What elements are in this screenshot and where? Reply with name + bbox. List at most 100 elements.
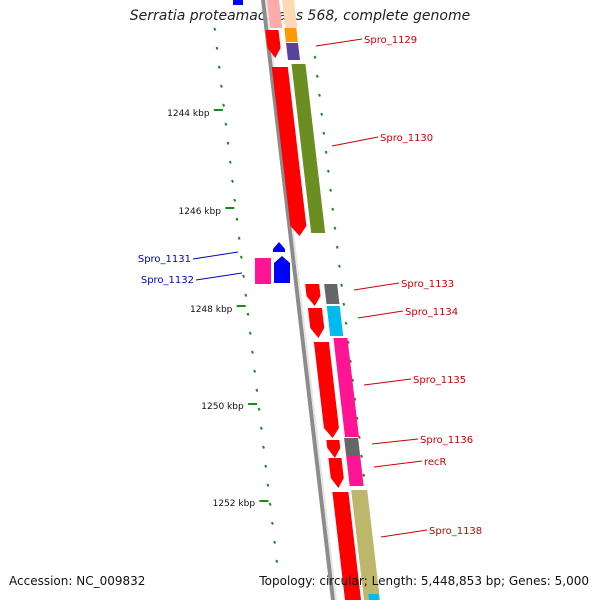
gene-spro-1129-cog [284,28,298,42]
tick-outer [342,302,346,306]
leader-line [331,136,379,147]
tick-inner [235,217,239,221]
tick-inner [251,350,254,354]
tick-outer [362,473,366,477]
tick-outer [326,169,330,173]
cog-faded [282,0,298,28]
tick-outer [331,207,335,211]
tick-inner [215,46,219,50]
features [233,0,380,600]
tick-inner [222,103,226,107]
gene-spro-1135-cog [333,338,359,437]
gene-spro-1135-cds [313,342,339,438]
tick-inner [226,141,230,145]
gene-recr-cds [328,458,344,488]
gene-label[interactable]: Spro_1133 [401,279,454,290]
tick-outer [313,55,317,59]
gene-label[interactable]: Spro_1136 [420,435,473,446]
tick-marks [213,27,375,563]
gene-spro-1136-cog [344,438,361,456]
gene-label[interactable]: Spro_1135 [413,375,466,386]
tick-inner [231,179,234,183]
gene-spro-1129-cog-2 [286,43,300,60]
leader-line [192,251,239,260]
tick-inner [217,65,221,69]
tick-outer [346,340,350,344]
gene-labels[interactable]: Spro_1129 Spro_1130 Spro_1133 Spro_1134 Spro… [138,35,482,538]
gene-label[interactable]: recR [424,457,447,468]
tick-outer [357,435,361,439]
tick-outer [322,131,326,135]
tick-inner [275,559,279,563]
gene-label[interactable]: Spro_1129 [364,35,417,46]
tick-inner [228,160,232,164]
leader-line [371,438,419,445]
tick-inner [259,426,263,430]
kbp-labels: 1244 kbp 1246 kbp 1248 kbp 1250 kbp 1252 kbp [167,109,255,509]
tick-inner [266,483,270,487]
backbone-line [260,0,336,600]
leader-line [363,378,412,386]
tick-outer [324,150,328,154]
tick-inner [257,407,261,411]
tick-inner [239,255,243,259]
tick-inner [264,464,268,468]
leader-line [380,529,428,538]
leader-line [195,272,243,281]
gene-spro-1131-cog [255,258,271,284]
gene-spro-1136-cds [326,440,341,458]
tick-inner [246,312,250,316]
gene-label[interactable]: Spro_1138 [429,526,482,537]
tick-outer [335,245,339,249]
gene-label[interactable]: Spro_1134 [405,307,458,318]
tick-inner [253,369,257,373]
tick-outer [355,416,359,420]
tick-inner [255,388,259,392]
gene-label[interactable]: Spro_1131 [138,254,191,265]
tick-outer [329,188,332,192]
genome-info-label: Topology: circular; Length: 5,448,853 bp… [259,574,589,588]
kbp-label: 1252 kbp [213,499,256,509]
tick-inner [248,331,252,335]
tick-outer [349,359,352,363]
tick-inner [213,27,217,31]
tick-outer [340,283,344,287]
kbp-label: 1246 kbp [179,207,222,217]
tick-inner [262,445,265,449]
leader-line [357,310,404,319]
gene-spro-1131-cds [273,242,285,252]
tick-inner [237,236,241,240]
gene-spro-1129-cds [265,30,281,58]
leader-line [315,38,363,47]
tick-outer [360,454,364,458]
gene-spro-1130-cds [271,67,307,236]
gene-spro-1134-cog [326,306,344,336]
gene-spro-1132-cds [274,256,290,283]
leader-line [353,282,400,291]
tick-outer [333,226,337,230]
tick-inner [219,84,223,88]
kbp-label: 1250 kbp [201,402,244,412]
cog-partial-bottom [368,594,379,600]
gene-label[interactable]: Spro_1130 [380,133,433,144]
gene-spro-1138-cds [332,492,361,600]
kbp-label: 1244 kbp [167,109,210,119]
tick-inner [242,274,246,278]
tick-inner [244,293,248,297]
tick-outer [344,321,348,325]
reverse-gene-partial [233,0,243,5]
accession-label: Accession: NC_009832 [9,574,146,588]
gene-label[interactable]: Spro_1132 [141,275,194,286]
tick-inner [268,502,272,506]
tick-outer [318,93,321,97]
gene-spro-1134-cds [307,308,325,338]
gene-spro-1130-cog [291,64,326,233]
tick-outer [315,74,319,78]
gene-spro-1138-cog [351,490,380,600]
tick-inner [224,122,228,126]
tick-inner [273,540,277,544]
cds-faded [267,0,283,28]
map-title: Serratia proteamaculans 568, complete ge… [129,8,471,24]
gene-spro-1133-cds [305,284,321,306]
